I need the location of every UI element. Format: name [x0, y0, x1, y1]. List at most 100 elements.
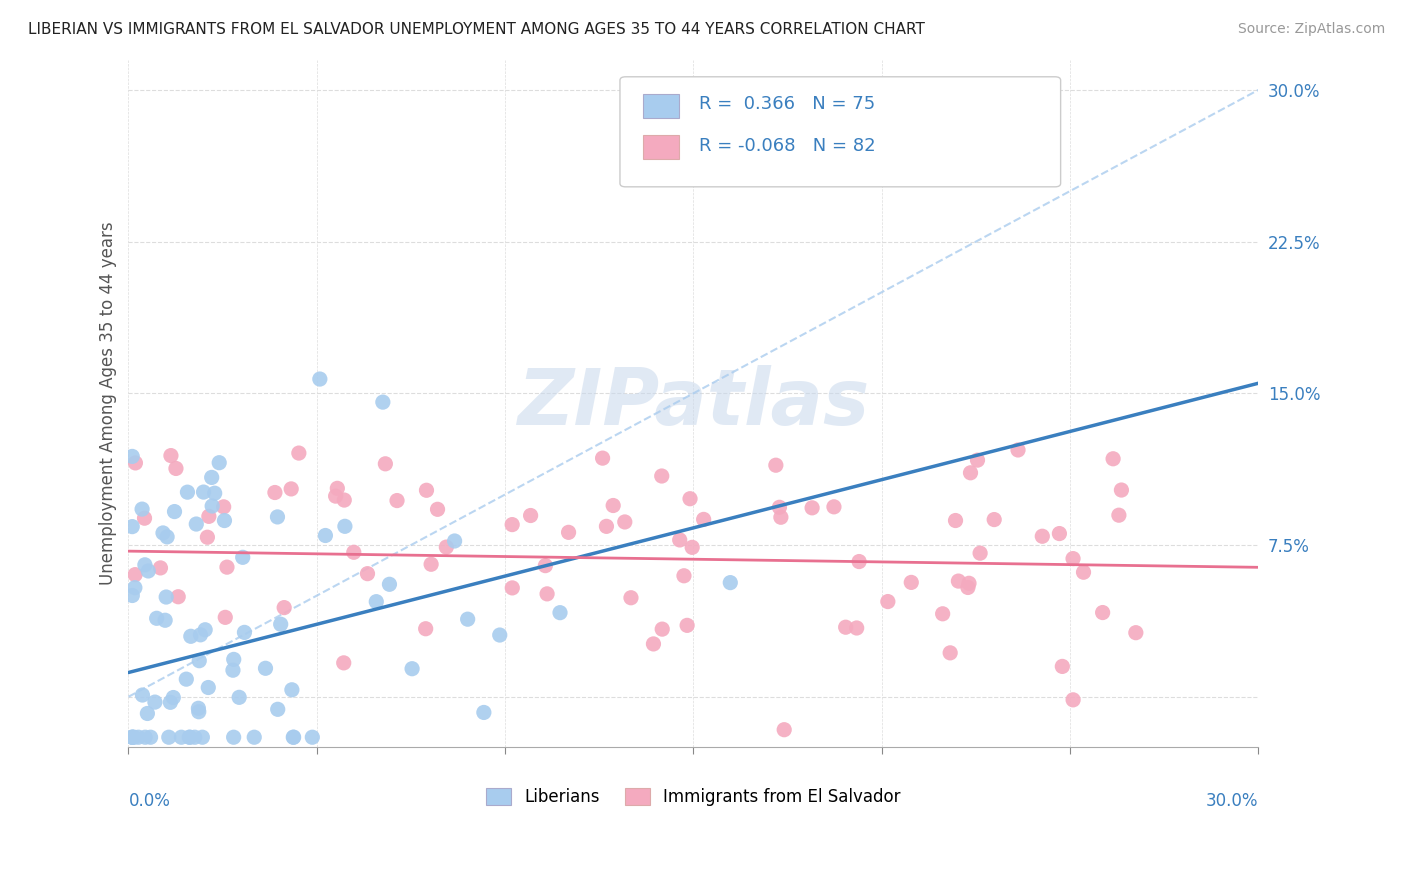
- Point: [179, 730, 201, 744]
- Point: [121, 450, 143, 464]
- Point: [801, 500, 824, 515]
- Point: [676, 618, 699, 632]
- Point: [1062, 551, 1084, 566]
- Point: [197, 681, 219, 695]
- Point: [222, 652, 245, 666]
- Point: [281, 682, 304, 697]
- Text: R = -0.068   N = 82: R = -0.068 N = 82: [699, 136, 876, 154]
- Point: [301, 730, 323, 744]
- Point: [136, 564, 159, 578]
- Point: [283, 730, 305, 744]
- Point: [152, 525, 174, 540]
- Point: [214, 610, 236, 624]
- Point: [267, 702, 290, 716]
- Point: [385, 493, 408, 508]
- Point: [332, 656, 354, 670]
- Point: [1052, 659, 1074, 673]
- Point: [201, 470, 224, 484]
- Point: [122, 730, 145, 744]
- Point: [959, 466, 981, 480]
- Point: [371, 395, 394, 409]
- Point: [190, 628, 212, 642]
- Point: [131, 502, 153, 516]
- Point: [187, 701, 209, 715]
- Point: [1111, 483, 1133, 497]
- Point: [434, 540, 457, 554]
- Point: [176, 485, 198, 500]
- Point: [966, 453, 988, 467]
- Point: [232, 550, 254, 565]
- Point: [457, 612, 479, 626]
- Point: [643, 637, 665, 651]
- Point: [765, 458, 787, 473]
- Point: [948, 574, 970, 588]
- Point: [222, 663, 245, 677]
- Point: [602, 499, 624, 513]
- Point: [254, 661, 277, 675]
- Point: [672, 568, 695, 582]
- Point: [681, 541, 703, 555]
- Point: [343, 545, 366, 559]
- Point: [314, 528, 336, 542]
- Point: [145, 611, 167, 625]
- Point: [266, 510, 288, 524]
- Text: ZIPatlas: ZIPatlas: [517, 366, 869, 442]
- Point: [184, 730, 207, 744]
- Point: [651, 469, 673, 483]
- Point: [264, 485, 287, 500]
- Point: [651, 622, 673, 636]
- Point: [366, 595, 388, 609]
- Point: [273, 600, 295, 615]
- Point: [679, 491, 702, 506]
- Point: [160, 449, 183, 463]
- Point: [668, 533, 690, 547]
- Point: [157, 730, 180, 744]
- Point: [176, 672, 198, 686]
- Point: [201, 499, 224, 513]
- Point: [121, 589, 143, 603]
- Point: [180, 629, 202, 643]
- Point: [214, 514, 236, 528]
- Point: [121, 519, 143, 533]
- Point: [333, 493, 356, 508]
- Point: [167, 590, 190, 604]
- Point: [969, 546, 991, 560]
- Point: [768, 500, 790, 515]
- Point: [134, 730, 156, 744]
- Point: [153, 613, 176, 627]
- Point: [374, 457, 396, 471]
- Point: [931, 607, 953, 621]
- Point: [243, 730, 266, 744]
- Point: [325, 489, 347, 503]
- Point: [519, 508, 541, 523]
- Point: [939, 646, 962, 660]
- Point: [121, 730, 143, 744]
- Point: [208, 456, 231, 470]
- Point: [415, 483, 437, 498]
- Point: [204, 486, 226, 500]
- Point: [536, 587, 558, 601]
- Point: [222, 730, 245, 744]
- Point: [415, 622, 437, 636]
- Point: [136, 706, 159, 721]
- Point: [162, 690, 184, 705]
- Point: [378, 577, 401, 591]
- Point: [592, 451, 614, 466]
- Point: [718, 575, 741, 590]
- Point: [1007, 442, 1029, 457]
- Text: R =  0.366   N = 75: R = 0.366 N = 75: [699, 95, 876, 113]
- Point: [127, 730, 149, 744]
- Point: [179, 730, 201, 744]
- Text: 30.0%: 30.0%: [1206, 792, 1258, 810]
- Point: [159, 695, 181, 709]
- Point: [139, 730, 162, 744]
- Point: [957, 576, 980, 591]
- Point: [1062, 693, 1084, 707]
- Point: [956, 581, 979, 595]
- FancyBboxPatch shape: [643, 135, 679, 160]
- Point: [233, 625, 256, 640]
- Point: [270, 617, 292, 632]
- Point: [1031, 529, 1053, 543]
- Text: LIBERIAN VS IMMIGRANTS FROM EL SALVADOR UNEMPLOYMENT AMONG AGES 35 TO 44 YEARS C: LIBERIAN VS IMMIGRANTS FROM EL SALVADOR …: [28, 22, 925, 37]
- Point: [288, 446, 311, 460]
